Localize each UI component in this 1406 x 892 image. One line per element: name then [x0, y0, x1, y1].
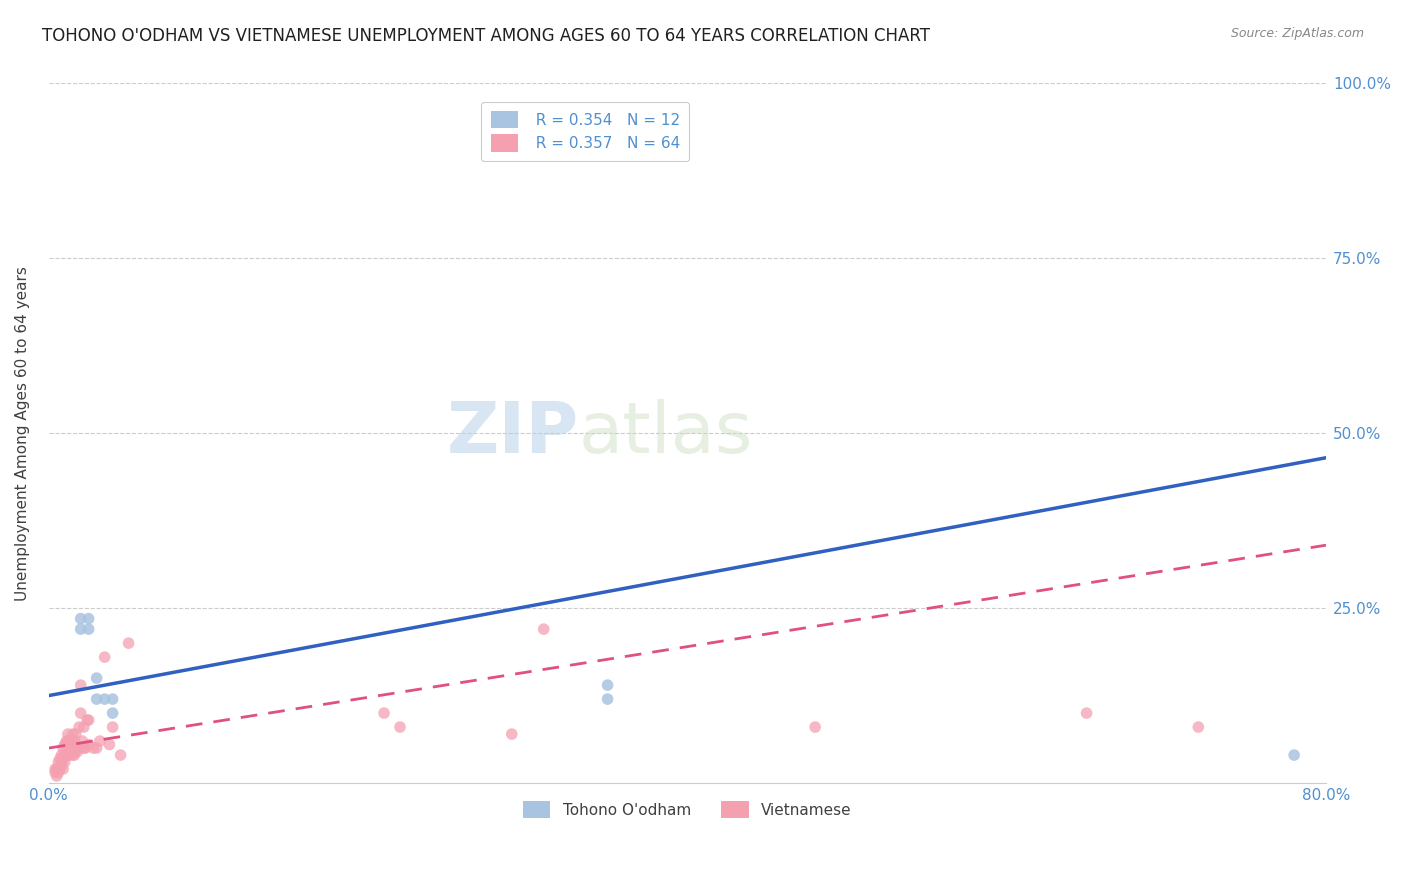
- Point: [56, 734, 79, 748]
- Point: [69, 706, 91, 720]
- Point: [52, 751, 75, 765]
- Point: [73, 741, 96, 756]
- Point: [52, 741, 75, 756]
- Point: [596, 692, 619, 706]
- Point: [65, 741, 87, 756]
- Point: [1076, 706, 1098, 720]
- Point: [77, 622, 100, 636]
- Point: [69, 612, 91, 626]
- Point: [1187, 720, 1209, 734]
- Point: [75, 741, 97, 756]
- Point: [73, 720, 96, 734]
- Point: [58, 747, 80, 762]
- Point: [56, 727, 79, 741]
- Point: [77, 612, 100, 626]
- Point: [98, 738, 121, 752]
- Point: [58, 741, 80, 756]
- Point: [77, 713, 100, 727]
- Point: [45, 769, 67, 783]
- Point: [60, 738, 83, 752]
- Point: [52, 762, 75, 776]
- Point: [49, 762, 72, 776]
- Point: [51, 755, 73, 769]
- Point: [101, 706, 124, 720]
- Point: [373, 706, 395, 720]
- Point: [76, 713, 98, 727]
- Text: ZIP: ZIP: [447, 399, 579, 467]
- Point: [44, 762, 66, 776]
- Point: [389, 720, 412, 734]
- Point: [49, 751, 72, 765]
- Point: [86, 671, 108, 685]
- Point: [101, 692, 124, 706]
- Point: [46, 762, 69, 776]
- Point: [53, 747, 76, 762]
- Point: [67, 720, 90, 734]
- Point: [58, 734, 80, 748]
- Text: atlas: atlas: [579, 399, 754, 467]
- Point: [62, 727, 84, 741]
- Point: [596, 678, 619, 692]
- Point: [46, 755, 69, 769]
- Point: [45, 762, 67, 776]
- Point: [53, 738, 76, 752]
- Point: [63, 747, 86, 762]
- Point: [63, 734, 86, 748]
- Point: [533, 622, 555, 636]
- Point: [53, 755, 76, 769]
- Point: [804, 720, 827, 734]
- Point: [86, 741, 108, 756]
- Point: [55, 734, 77, 748]
- Point: [69, 678, 91, 692]
- Point: [72, 734, 94, 748]
- Point: [67, 741, 90, 756]
- Y-axis label: Unemployment Among Ages 60 to 64 years: Unemployment Among Ages 60 to 64 years: [15, 266, 30, 600]
- Point: [44, 765, 66, 780]
- Point: [110, 747, 132, 762]
- Point: [51, 747, 73, 762]
- Legend: Tohono O'odham, Vietnamese: Tohono O'odham, Vietnamese: [517, 795, 858, 824]
- Point: [60, 745, 83, 759]
- Point: [62, 734, 84, 748]
- Point: [1282, 747, 1305, 762]
- Point: [66, 745, 89, 759]
- Point: [101, 720, 124, 734]
- Point: [66, 741, 89, 756]
- Point: [62, 747, 84, 762]
- Text: TOHONO O'ODHAM VS VIETNAMESE UNEMPLOYMENT AMONG AGES 60 TO 64 YEARS CORRELATION : TOHONO O'ODHAM VS VIETNAMESE UNEMPLOYMEN…: [42, 27, 931, 45]
- Point: [82, 741, 104, 756]
- Point: [86, 692, 108, 706]
- Point: [63, 741, 86, 756]
- Point: [56, 747, 79, 762]
- Point: [55, 747, 77, 762]
- Point: [89, 734, 111, 748]
- Point: [117, 636, 139, 650]
- Point: [93, 650, 115, 665]
- Point: [46, 765, 69, 780]
- Point: [69, 622, 91, 636]
- Point: [501, 727, 523, 741]
- Point: [65, 727, 87, 741]
- Text: Source: ZipAtlas.com: Source: ZipAtlas.com: [1230, 27, 1364, 40]
- Point: [51, 758, 73, 772]
- Point: [77, 738, 100, 752]
- Point: [93, 692, 115, 706]
